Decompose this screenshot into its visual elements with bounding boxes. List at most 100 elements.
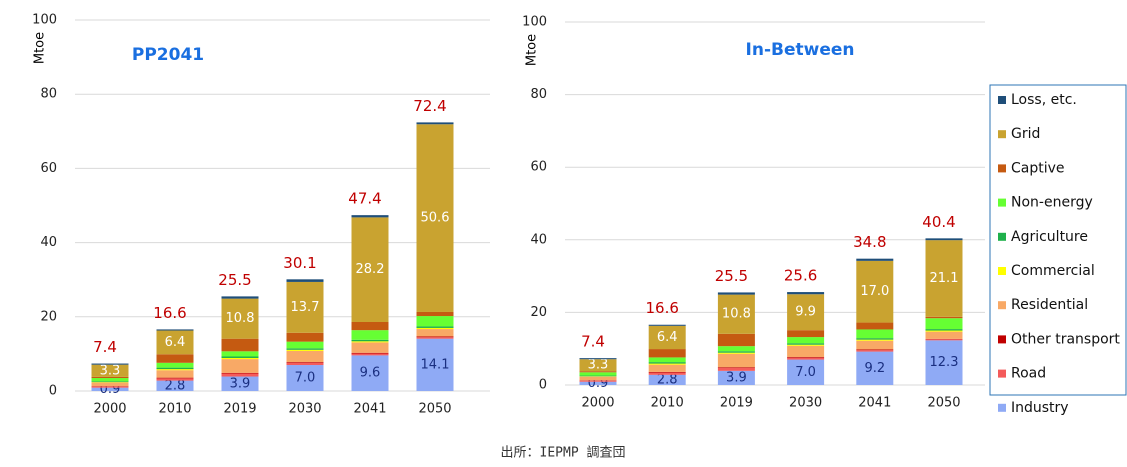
x-tick-label: 2010 — [158, 402, 191, 417]
bar-segment — [856, 259, 893, 261]
bar-segment — [287, 279, 324, 282]
bar-segment — [580, 377, 617, 381]
bar-segment — [417, 328, 454, 329]
bar-segment — [352, 330, 389, 340]
total-label: 30.1 — [283, 254, 316, 272]
bar-segment — [157, 370, 194, 377]
total-label: 25.5 — [715, 267, 748, 285]
bar-segment — [787, 330, 824, 337]
y-tick-label: 40 — [530, 232, 547, 247]
bar-segment — [649, 357, 686, 362]
x-tick-label: 2041 — [353, 402, 386, 417]
bar-segment — [352, 342, 389, 352]
data-label: 6.4 — [657, 330, 678, 345]
data-label: 17.0 — [860, 284, 889, 299]
y-tick-label: 40 — [40, 235, 57, 250]
y-tick-label: 60 — [530, 160, 547, 175]
bar-segment — [718, 346, 755, 351]
bar-segment — [718, 351, 755, 352]
data-label: 3.3 — [588, 358, 609, 373]
legend-label: Other transport — [1011, 331, 1120, 347]
bar-segment — [417, 122, 454, 124]
total-label: 7.4 — [581, 333, 605, 351]
bar-segment — [417, 337, 454, 338]
bar-segment — [417, 312, 454, 316]
bar-segment — [287, 350, 324, 351]
bar-segment — [352, 340, 389, 341]
x-tick-label: 2050 — [927, 396, 960, 411]
bar-segment — [718, 353, 755, 354]
bar-segment — [856, 340, 893, 341]
bar-segment — [649, 364, 686, 365]
bar-segment — [926, 317, 963, 318]
bar-segment — [92, 381, 129, 382]
legend-label: Residential — [1011, 297, 1088, 313]
legend-label: Captive — [1011, 160, 1065, 176]
legend-swatch — [998, 335, 1006, 343]
bar-segment — [580, 381, 617, 382]
data-label: 28.2 — [356, 262, 385, 277]
bar-segment — [718, 292, 755, 294]
data-label: 7.0 — [295, 371, 316, 386]
bar-segment — [718, 368, 755, 371]
bar-segment — [718, 354, 755, 367]
total-label: 16.6 — [645, 299, 678, 317]
y-axis-label: Mtoe — [33, 32, 48, 64]
y-tick-label: 80 — [530, 87, 547, 102]
bar-segment — [222, 359, 259, 373]
total-label: 16.6 — [153, 304, 186, 322]
data-label: 3.9 — [230, 376, 251, 391]
legend-label: Industry — [1011, 400, 1069, 416]
bar-segment — [92, 378, 129, 381]
bar-segment — [92, 364, 129, 365]
total-label: 25.6 — [784, 267, 817, 285]
bar-segment — [287, 333, 324, 342]
y-tick-label: 80 — [40, 87, 57, 102]
legend-label: Agriculture — [1011, 229, 1088, 245]
bar-segment — [718, 334, 755, 346]
x-tick-label: 2010 — [651, 396, 684, 411]
chart-title: In-Between — [746, 40, 855, 60]
bar-segment — [352, 341, 389, 342]
bar-segment — [352, 322, 389, 330]
legend-swatch — [998, 199, 1006, 207]
bar-segment — [926, 238, 963, 240]
bar-segment — [157, 363, 194, 368]
bar-segment — [787, 292, 824, 294]
bar-segment — [92, 382, 129, 386]
bar-segment — [926, 329, 963, 330]
x-tick-label: 2000 — [581, 396, 614, 411]
bar-segment — [417, 329, 454, 336]
bar-segment — [649, 349, 686, 357]
y-tick-label: 20 — [530, 305, 547, 320]
y-tick-label: 0 — [49, 384, 57, 399]
data-label: 9.2 — [864, 361, 885, 376]
bar-segment — [222, 296, 259, 298]
bar-segment — [157, 378, 194, 379]
x-tick-label: 2000 — [93, 402, 126, 417]
bar-segment — [287, 351, 324, 362]
bar-segment — [649, 362, 686, 363]
legend-label: Grid — [1011, 126, 1040, 142]
bar-segment — [787, 343, 824, 344]
bar-segment — [649, 325, 686, 326]
bar-segment — [856, 350, 893, 351]
legend-swatch — [998, 267, 1006, 275]
bar-segment — [352, 354, 389, 356]
x-tick-label: 2030 — [789, 396, 822, 411]
bar-segment — [787, 345, 824, 346]
bar-segment — [222, 358, 259, 359]
data-label: 3.9 — [726, 370, 747, 385]
total-label: 25.5 — [218, 271, 251, 289]
data-label: 9.6 — [360, 366, 381, 381]
bar-segment — [718, 367, 755, 368]
x-tick-label: 2041 — [858, 396, 891, 411]
bar-segment — [222, 339, 259, 352]
bar-segment — [926, 331, 963, 332]
bar-segment — [92, 387, 129, 388]
y-tick-label: 20 — [40, 309, 57, 324]
bar-segment — [157, 329, 194, 330]
total-label: 7.4 — [93, 338, 117, 356]
legend-swatch — [998, 301, 1006, 309]
legend-label: Commercial — [1011, 263, 1095, 279]
